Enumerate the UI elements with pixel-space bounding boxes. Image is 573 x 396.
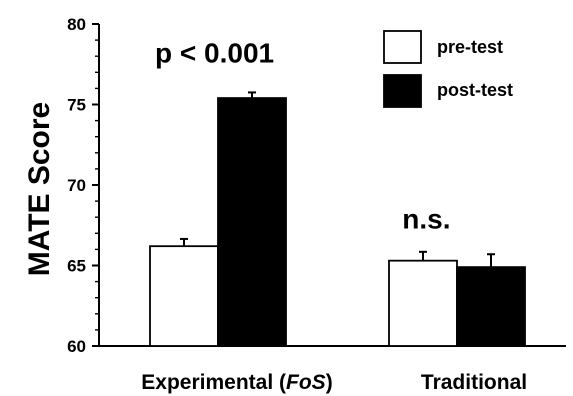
category-label-italic: FoS (286, 371, 326, 394)
bar-pre-test-1 (388, 259, 458, 347)
category-label-text: Traditional (421, 371, 527, 394)
x-category-label: Traditional (421, 371, 527, 394)
y-tick-label: 70 (67, 176, 86, 195)
bar-pre-test-0 (149, 245, 219, 347)
legend-label-post-test: post-test (437, 80, 513, 100)
bar-post-test-1 (456, 266, 526, 347)
y-axis-label: MATE Score (23, 102, 56, 276)
y-tick-label: 80 (67, 15, 86, 34)
legend-swatch-post-test (383, 74, 422, 108)
significance-annotation: n.s. (402, 203, 450, 234)
legend-swatch-pre-test (383, 30, 422, 64)
category-label-text: ) (326, 371, 333, 394)
x-axis-categories: Experimental (FoS) Traditional (141, 371, 527, 394)
legend: pre-test post-test (383, 30, 513, 108)
category-label-text: Experimental ( (141, 371, 286, 394)
annotations: p < 0.001 n.s. (155, 38, 450, 235)
significance-annotation: p < 0.001 (155, 38, 274, 69)
y-axis-ticks: 60 65 70 75 80 (67, 15, 99, 356)
bar-post-test-0 (217, 97, 287, 347)
x-category-label: Experimental (FoS) (141, 371, 332, 394)
y-tick-label: 60 (67, 337, 86, 356)
bars (149, 91, 526, 347)
y-tick-label: 65 (67, 257, 86, 276)
y-tick-label: 75 (67, 96, 86, 115)
legend-label-pre-test: pre-test (437, 37, 503, 57)
